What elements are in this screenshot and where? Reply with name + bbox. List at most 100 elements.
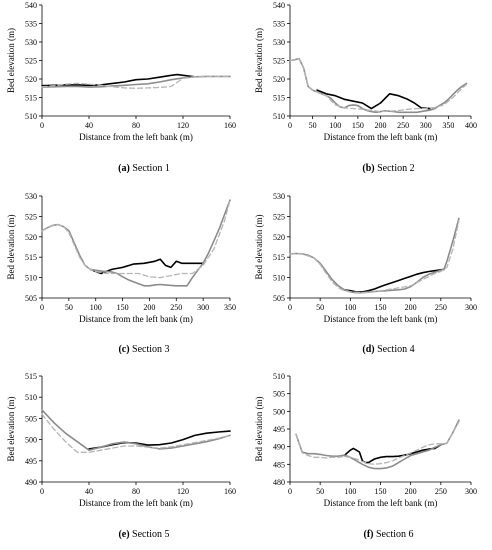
y-tick-label: 510: [273, 112, 285, 121]
y-tick-label: 540: [25, 1, 37, 10]
x-tick-label: 200: [405, 487, 417, 496]
y-tick-label: 530: [25, 38, 37, 47]
panel-caption: (f) Section 6: [364, 529, 414, 540]
y-tick-label: 515: [25, 253, 37, 262]
series-line-dashed-gray: [289, 219, 460, 294]
caption-text: Section 4: [375, 344, 415, 355]
y-tick-label: 515: [273, 253, 285, 262]
y-tick-label: 505: [273, 390, 285, 399]
x-tick-label: 200: [375, 121, 387, 130]
y-tick-label: 495: [25, 457, 37, 466]
x-axis-label: Distance from the left bank (m): [324, 314, 438, 324]
series-line-dashed-gray: [289, 57, 468, 113]
y-tick-label: 525: [273, 57, 285, 66]
caption-letter: (d): [362, 344, 374, 355]
caption-text: Section 1: [130, 163, 170, 174]
y-tick-label: 520: [273, 75, 285, 84]
x-tick-label: 0: [40, 487, 44, 496]
panel-caption: (d) Section 4: [362, 344, 414, 355]
x-tick-label: 200: [405, 303, 417, 312]
y-tick-label: 535: [273, 20, 285, 29]
x-axis-label: Distance from the left bank (m): [324, 132, 438, 142]
series-line-solid-black: [343, 444, 442, 464]
x-tick-label: 250: [397, 121, 409, 130]
x-tick-label: 40: [85, 121, 93, 130]
panel-caption: (b) Section 2: [362, 163, 414, 174]
panel-d: 505 510 515 520 525 530 0 50 100 150 200 250 300 Dist…: [254, 192, 477, 355]
y-tick-label: 520: [25, 233, 37, 242]
y-tick-label: 490: [273, 443, 285, 452]
y-tick-label: 480: [273, 478, 285, 487]
y-tick-label: 510: [273, 372, 285, 381]
caption-letter: (f): [364, 529, 374, 540]
x-tick-label: 160: [224, 121, 236, 130]
panel-caption: (e) Section 5: [118, 529, 169, 540]
x-tick-label: 250: [435, 303, 447, 312]
y-tick-label: 525: [25, 57, 37, 66]
y-axis-label: Bed elevation (m): [6, 397, 16, 462]
y-tick-label: 515: [25, 372, 37, 381]
y-tick-label: 485: [273, 460, 285, 469]
x-tick-label: 0: [288, 121, 292, 130]
y-tick-label: 510: [273, 274, 285, 283]
y-axis-label: Bed elevation (m): [6, 28, 16, 93]
series-line-solid-black: [343, 268, 445, 293]
series-line-dashed-gray: [41, 75, 231, 89]
y-tick-label: 515: [25, 94, 37, 103]
x-tick-label: 120: [177, 121, 189, 130]
y-axis-label: Bed elevation (m): [254, 397, 264, 462]
x-tick-label: 100: [344, 487, 356, 496]
caption-letter: (e): [118, 529, 129, 540]
series-line-dashed-gray: [295, 421, 460, 465]
x-tick-label: 50: [309, 121, 317, 130]
x-tick-label: 50: [65, 303, 73, 312]
x-tick-label: 0: [40, 121, 44, 130]
x-tick-label: 300: [420, 121, 432, 130]
x-tick-label: 0: [288, 487, 292, 496]
x-tick-label: 100: [344, 303, 356, 312]
x-tick-label: 100: [329, 121, 341, 130]
x-tick-label: 50: [316, 487, 324, 496]
caption-text: Section 6: [374, 529, 414, 540]
panel-f: 480 485 490 495 500 505 510 0 50 100 150 200 250 300 D…: [254, 372, 477, 540]
series-line-solid-black: [41, 73, 196, 87]
y-tick-label: 510: [25, 112, 37, 121]
x-tick-label: 300: [197, 303, 209, 312]
x-tick-label: 100: [90, 303, 102, 312]
panel-caption: (c) Section 3: [118, 344, 169, 355]
y-tick-label: 500: [25, 436, 37, 445]
y-tick-label: 525: [273, 212, 285, 221]
series-line-solid-black: [88, 430, 231, 450]
x-axis-label: Distance from the left bank (m): [79, 314, 193, 324]
panel-caption: (a) Section 1: [118, 163, 170, 174]
x-tick-label: 80: [132, 121, 140, 130]
y-tick-label: 520: [25, 75, 37, 84]
caption-letter: (c): [118, 344, 129, 355]
y-axis-label: Bed elevation (m): [6, 215, 16, 280]
x-tick-label: 50: [316, 303, 324, 312]
y-tick-label: 540: [273, 1, 285, 10]
y-tick-label: 530: [273, 192, 285, 201]
x-tick-label: 160: [224, 487, 236, 496]
x-tick-label: 400: [465, 121, 477, 130]
panel-e: 490 495 500 505 510 515 0 40 80 120 160 Distance fr…: [6, 372, 236, 540]
series-line-solid-black: [89, 258, 204, 275]
series-line-solid-gray: [289, 217, 460, 294]
y-tick-label: 505: [25, 294, 37, 303]
y-tick-label: 505: [25, 414, 37, 423]
x-tick-label: 150: [117, 303, 129, 312]
x-tick-label: 120: [177, 487, 189, 496]
caption-letter: (b): [362, 163, 374, 174]
y-tick-label: 490: [25, 478, 37, 487]
panel-a: 510 515 520 525 530 535 540 0 40 80 120 160 Distance…: [6, 1, 236, 174]
x-tick-label: 150: [375, 487, 387, 496]
x-tick-label: 0: [288, 303, 292, 312]
y-tick-label: 505: [273, 294, 285, 303]
y-tick-label: 510: [25, 274, 37, 283]
y-tick-label: 530: [273, 38, 285, 47]
y-tick-label: 525: [25, 212, 37, 221]
y-axis-label: Bed elevation (m): [254, 215, 264, 280]
x-tick-label: 150: [352, 121, 364, 130]
y-tick-label: 495: [273, 425, 285, 434]
